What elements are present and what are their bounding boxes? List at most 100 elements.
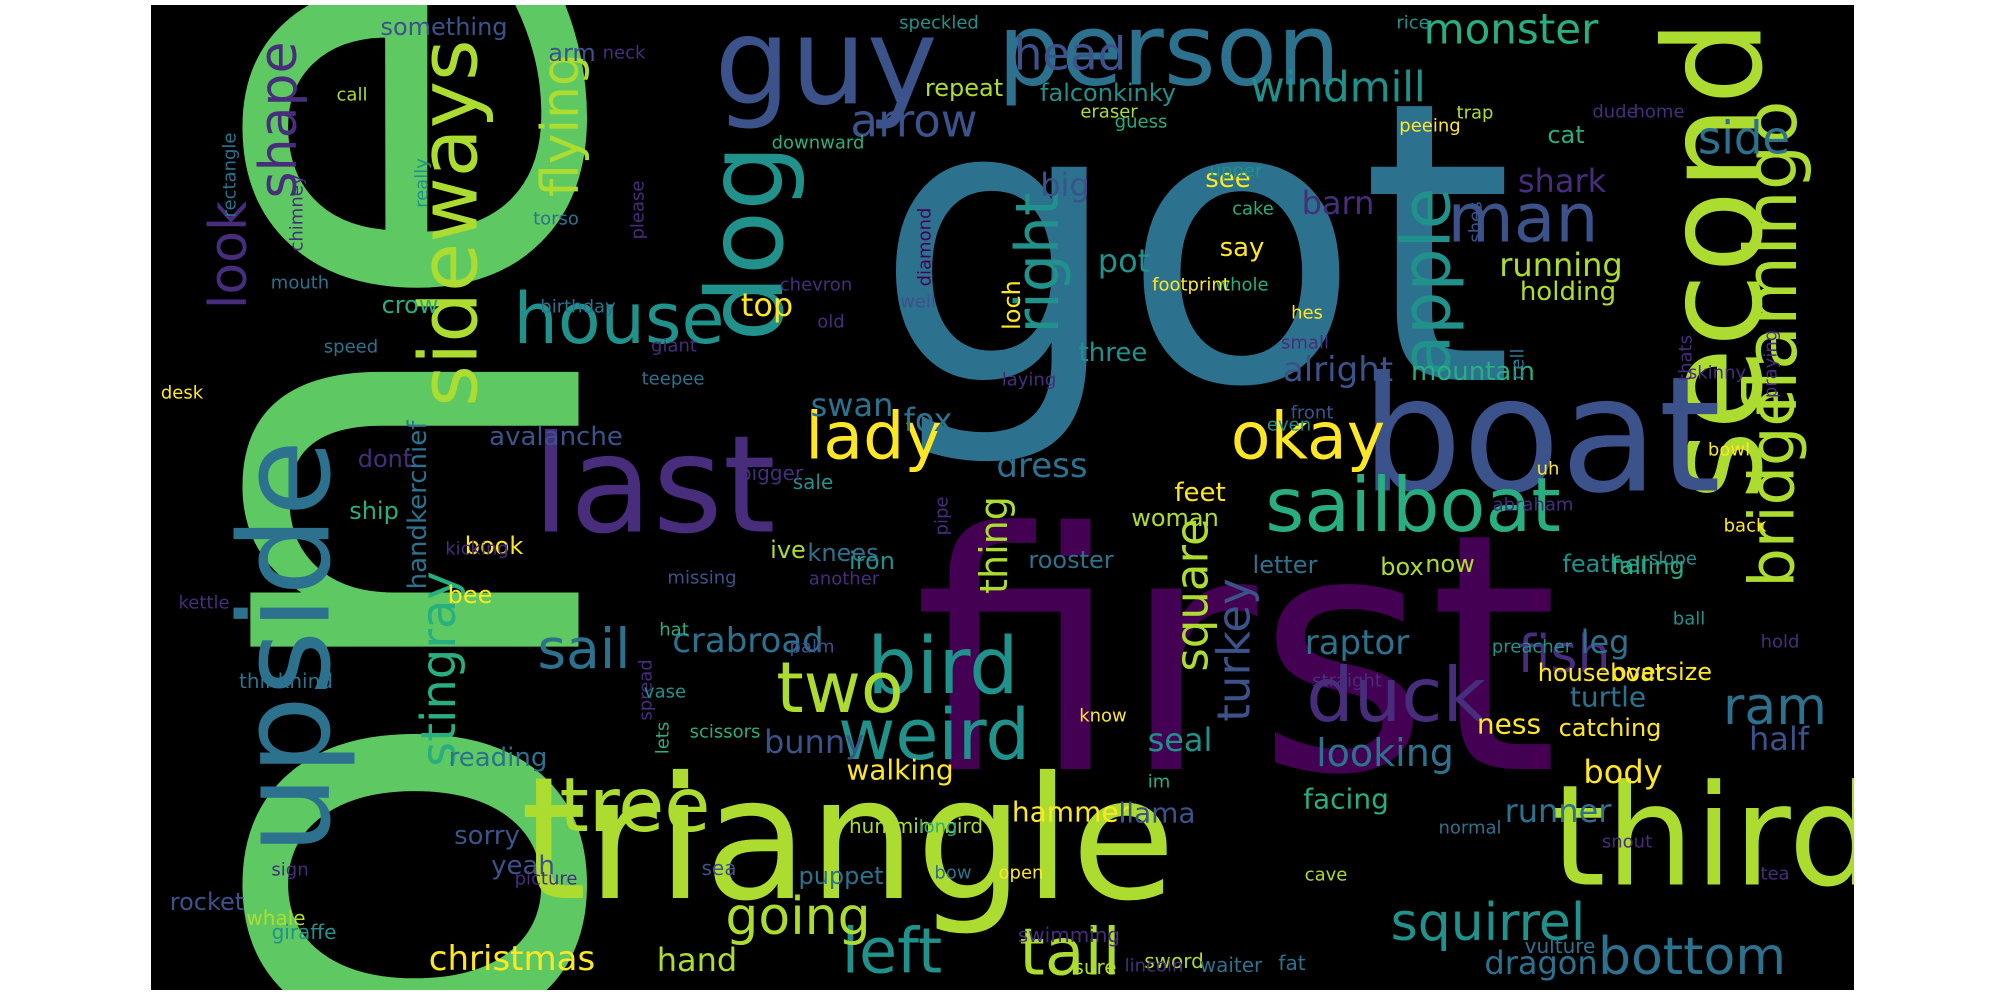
word-whale: whale — [246, 906, 305, 930]
word-running: running — [1499, 246, 1622, 284]
word-thinkhind: thinkhind — [239, 669, 333, 693]
word-bird: bird — [867, 622, 1018, 712]
word-falling: falling — [1611, 552, 1685, 580]
word-big: big — [1040, 166, 1090, 204]
word-skinny: skinny — [1688, 363, 1747, 384]
word-vase: vase — [644, 682, 686, 703]
word-picture: picture — [515, 869, 578, 890]
word-cave: cave — [1305, 865, 1348, 886]
word-small: small — [1281, 333, 1329, 354]
word-bigger: bigger — [739, 461, 804, 485]
word-giant: giant — [651, 336, 697, 357]
word-sideways: sideways — [403, 39, 496, 406]
word-normal: normal — [1438, 818, 1501, 839]
word-looking: looking — [1316, 731, 1454, 775]
word-rice: rice — [1396, 13, 1429, 34]
word-windmill: windmill — [1250, 63, 1425, 112]
word-turtle: turtle — [1570, 681, 1646, 714]
word-crow: crow — [382, 291, 439, 319]
word-mouth: mouth — [271, 273, 329, 294]
word-front: front — [1291, 403, 1334, 424]
word-bunny: bunny — [764, 723, 864, 761]
word-left: left — [842, 915, 942, 988]
word-first: first — [914, 463, 1559, 847]
word-flying: flying — [531, 53, 591, 197]
word-got: got — [874, 18, 1513, 472]
word-oversize: oversize — [1612, 658, 1712, 686]
word-mountain: mountain — [1411, 357, 1535, 387]
word-ship: ship — [349, 497, 399, 525]
word-really: really — [412, 158, 433, 208]
word-house: house — [513, 278, 724, 360]
word-hand: hand — [657, 941, 737, 979]
word-man: man — [1447, 180, 1598, 259]
word-tail: tail — [1019, 916, 1120, 991]
word-stingray: stingray — [411, 571, 467, 767]
word-raptor: raptor — [1305, 623, 1410, 663]
word-facing: facing — [1303, 783, 1389, 816]
word-fox: fox — [904, 401, 953, 439]
word-teepee: teepee — [642, 369, 705, 390]
word-box: box — [1380, 553, 1423, 581]
word-second: second — [1636, 19, 1793, 500]
word-hummingbird: hummingbird — [849, 814, 983, 838]
word-slope: slope — [1649, 549, 1697, 570]
word-weird: weird — [838, 694, 1030, 776]
word-long: long — [919, 817, 958, 838]
word-person: person — [998, 5, 1341, 109]
word-last: last — [532, 407, 776, 564]
word-speckled: speckled — [899, 13, 979, 34]
word-bridge: bridge — [1736, 389, 1809, 588]
word-arm: arm — [548, 39, 596, 67]
word-scissors: scissors — [690, 722, 761, 743]
word-preacher: preacher — [1492, 637, 1573, 658]
word-vulture: vulture — [1525, 934, 1596, 958]
word-squirrel: squirrel — [1391, 893, 1586, 953]
word-square: square — [1166, 518, 1219, 671]
word-ness: ness — [1477, 708, 1541, 741]
word-dragon: dragon — [1484, 944, 1597, 982]
word-diamond: diamond — [915, 208, 936, 287]
word-bowl: bowl — [1708, 440, 1750, 461]
word-laying: laying — [1002, 370, 1057, 391]
word-feather: feather — [1562, 550, 1649, 578]
word-llama: llama — [1118, 797, 1195, 830]
word-walking: walking — [846, 754, 953, 787]
word-okay: okay — [1231, 400, 1386, 475]
word-sword: sword — [1144, 949, 1204, 973]
word-dog: dog — [685, 144, 807, 342]
word-flamingo: flamingo — [1729, 101, 1813, 416]
word-knees: knees — [807, 539, 878, 567]
word-trap: trap — [1457, 103, 1494, 124]
word-leg: leg — [1581, 623, 1630, 661]
word-cell: cell — [1508, 349, 1529, 380]
word-houseboat: houseboat — [1538, 659, 1664, 687]
word-bee: bee — [448, 581, 493, 609]
word-holding: holding — [1520, 277, 1616, 307]
word-footprint: footprint — [1152, 275, 1230, 296]
word-guy: guy — [714, 5, 937, 133]
word-even: even — [1267, 415, 1311, 436]
word-rooster: rooster — [1028, 546, 1113, 574]
word-iron: iron — [849, 547, 895, 575]
word-hammer: hammer — [1012, 796, 1131, 829]
word-shark: shark — [1518, 162, 1607, 200]
word-runner: runner — [1505, 792, 1613, 830]
word-two: two — [776, 647, 904, 729]
word-another: another — [809, 569, 880, 590]
word-loch: loch — [998, 280, 1026, 330]
word-christmas: christmas — [429, 939, 595, 979]
word-turkey: turkey — [1208, 578, 1261, 721]
word-cat: cat — [1547, 121, 1584, 149]
word-puppet: puppet — [798, 862, 883, 890]
word-thats: thats — [1676, 335, 1697, 381]
word-lets: lets — [653, 722, 674, 755]
word-boat: boat — [1361, 342, 1721, 529]
word-snout: snout — [1602, 832, 1652, 853]
word-spread: spread — [636, 659, 657, 720]
word-thing: thing — [972, 496, 1016, 594]
word-birthday: birthday — [540, 297, 616, 318]
word-alright: alright — [1283, 350, 1393, 390]
word-old: old — [817, 312, 844, 333]
